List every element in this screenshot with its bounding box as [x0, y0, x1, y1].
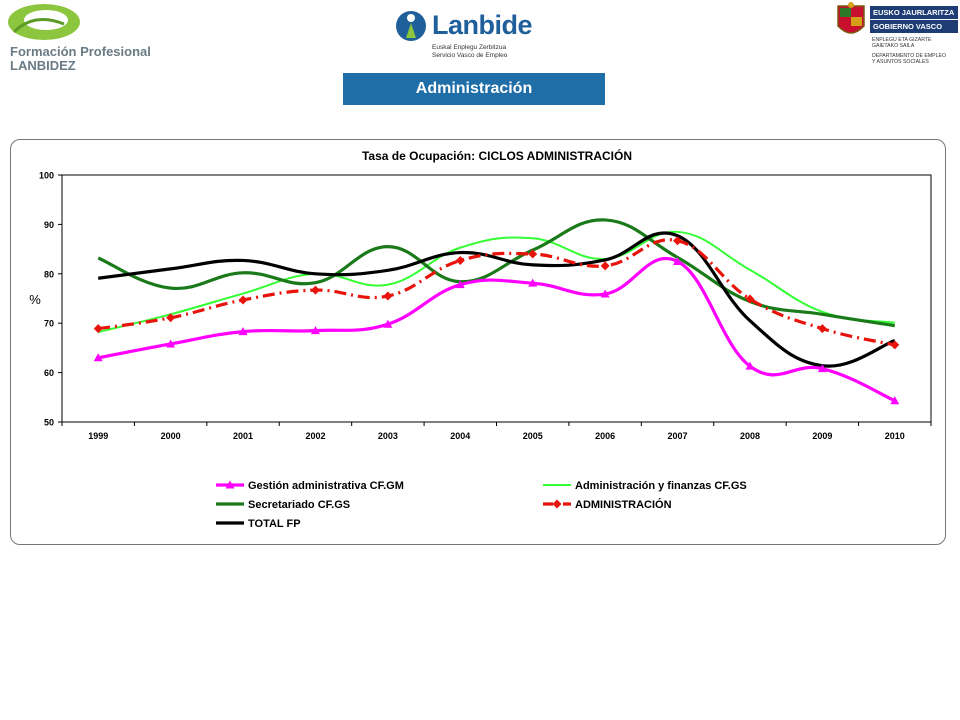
lanbide-logo-subtitle-eu: Euskal Enplegu Zerbitzua [432, 44, 507, 51]
gv-dept-line4: Y ASUNTOS SOCIALES [872, 59, 929, 65]
legend-marker-3 [552, 499, 562, 509]
legend-label-1: Administración y finanzas CF.GS [575, 480, 747, 492]
x-tick-label: 2006 [595, 431, 615, 441]
data-point-series-3 [817, 324, 827, 334]
data-point-series-3 [238, 295, 248, 305]
x-tick-label: 2009 [812, 431, 832, 441]
data-point-series-3 [166, 313, 176, 323]
chart-title: Tasa de Ocupación: CICLOS ADMINISTRACIÓN [362, 148, 632, 163]
y-tick-label: 80 [44, 269, 54, 279]
data-point-series-0 [93, 353, 103, 362]
legend-label-2: Secretariado CF.GS [248, 499, 350, 511]
fp-logo-text-line1: Formación Profesional [10, 44, 151, 59]
data-point-series-0 [166, 339, 176, 348]
y-tick-label: 70 [44, 319, 54, 329]
fp-lanbidez-logo: Formación Profesional LANBIDEZ [4, 2, 179, 73]
lanbide-logo: Lanbide Euskal Enplegu Zerbitzua Servici… [394, 6, 534, 66]
data-point-series-3 [93, 324, 103, 334]
data-point-series-0 [238, 327, 248, 336]
series-line-3 [97, 238, 896, 347]
series-line-1 [97, 230, 895, 334]
data-point-series-0 [600, 289, 610, 298]
data-point-series-3 [673, 236, 683, 246]
x-tick-label: 2002 [305, 431, 325, 441]
occupancy-line-chart: Tasa de Ocupación: CICLOS ADMINISTRACIÓN… [29, 148, 932, 530]
x-tick-label: 2003 [378, 431, 398, 441]
gv-dept-line3: DEPARTAMENTO DE EMPLEO [872, 53, 946, 59]
y-tick-label: 100 [39, 171, 54, 181]
x-tick-label: 2010 [885, 431, 905, 441]
x-tick-label: 1999 [88, 431, 108, 441]
data-point-series-3 [890, 340, 900, 350]
data-point-series-0 [455, 280, 465, 289]
data-point-series-0 [890, 396, 900, 405]
fp-logo-text-line2: LANBIDEZ [10, 58, 76, 73]
y-tick-label: 90 [44, 220, 54, 230]
data-point-series-0 [673, 256, 683, 265]
lanbide-figure-icon [396, 11, 426, 41]
y-tick-label: 50 [44, 418, 54, 428]
x-tick-label: 2000 [161, 431, 181, 441]
x-tick-label: 2005 [523, 431, 543, 441]
data-point-series-3 [310, 285, 320, 295]
x-tick-label: 2008 [740, 431, 760, 441]
data-point-series-0 [383, 319, 393, 328]
series-line-0 [97, 257, 896, 403]
coat-of-arms-icon [837, 2, 865, 34]
gv-band-eusko: EUSKO JAURLARITZA [870, 6, 958, 19]
data-point-series-0 [817, 364, 827, 373]
gv-band-gobierno: GOBIERNO VASCO [870, 20, 958, 33]
data-point-series-3 [528, 249, 538, 259]
lanbide-logo-name: Lanbide [432, 10, 533, 40]
gobierno-vasco-logo: EUSKO JAURLARITZA GOBIERNO VASCO ENPLEGU… [832, 2, 960, 72]
x-tick-label: 2001 [233, 431, 253, 441]
legend-marker-0 [225, 480, 235, 489]
y-axis-label: % [29, 292, 41, 307]
data-point-series-0 [745, 361, 755, 370]
gv-dept-line1: ENPLEGU ETA GIZARTE [872, 37, 932, 43]
data-point-series-0 [528, 278, 538, 287]
y-tick-label: 60 [44, 368, 54, 378]
lanbide-logo-subtitle-es: Servicio Vasco de Empleo [432, 52, 508, 59]
legend-label-3: ADMINISTRACIÓN [575, 498, 672, 511]
chart-frame: Tasa de Ocupación: CICLOS ADMINISTRACIÓN… [10, 139, 946, 545]
fp-leaf-icon [8, 4, 80, 40]
x-tick-label: 2004 [450, 431, 470, 441]
series-line-2 [97, 218, 896, 328]
x-tick-label: 2007 [668, 431, 688, 441]
legend-label-4: TOTAL FP [248, 518, 301, 530]
data-point-series-3 [383, 291, 393, 301]
data-point-series-3 [600, 261, 610, 271]
data-point-series-3 [745, 294, 755, 304]
data-point-series-3 [455, 255, 465, 265]
plot-area-border [61, 174, 932, 423]
gv-dept-line2: GAIETAKO SAILA [872, 43, 915, 49]
legend-label-0: Gestión administrativa CF.GM [248, 480, 404, 492]
data-point-series-0 [310, 326, 320, 335]
series-line-4 [98, 231, 896, 368]
section-title: Administración [343, 73, 605, 105]
